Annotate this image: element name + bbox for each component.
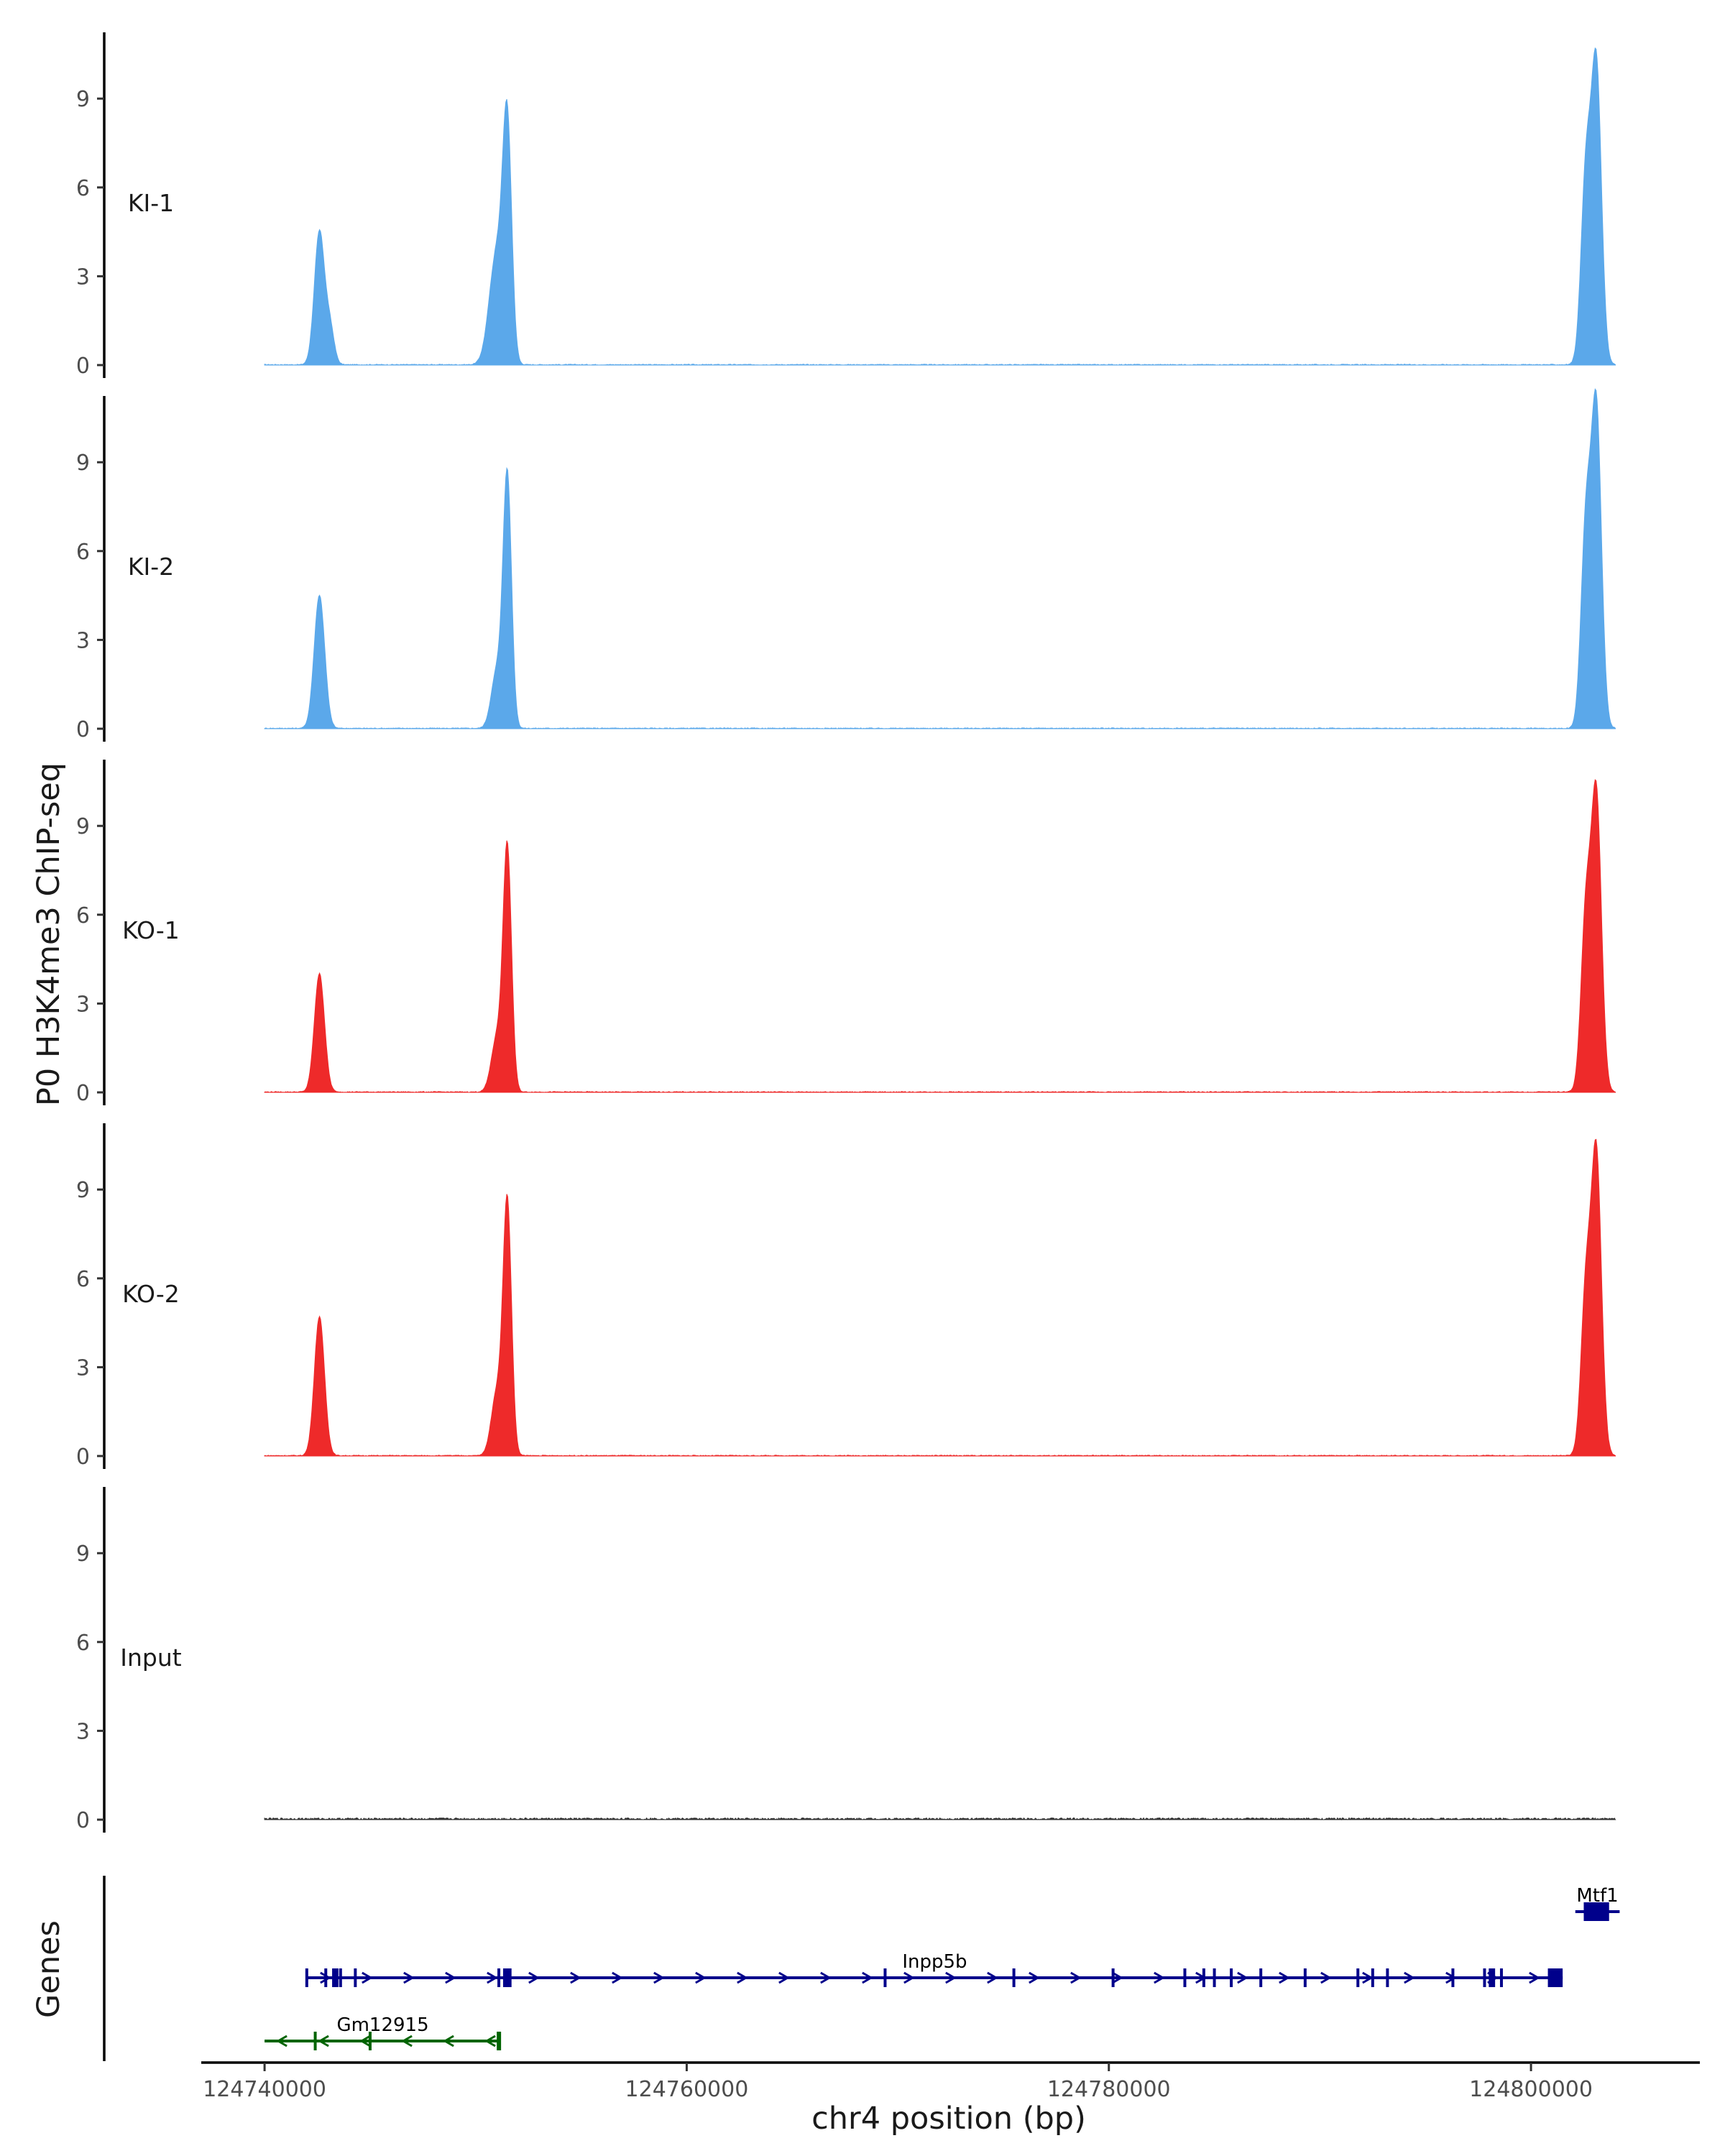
y-tick-label: 9	[76, 814, 90, 839]
strand-arrow	[612, 1971, 623, 1984]
strand-arrow	[737, 1971, 748, 1984]
track-ko-1: 0 3 6 9 KO-1	[76, 760, 1616, 1106]
signal-area	[264, 1817, 1616, 1820]
genes-axis-title: Genes	[31, 1920, 67, 2018]
gene-gm12915: Gm12915	[264, 2014, 502, 2050]
track-label: KI-2	[128, 553, 174, 581]
y-axis-title: P0 H3K4me3 ChIP-seq	[31, 763, 67, 1106]
y-tick-label: 0	[76, 354, 90, 379]
strand-arrow	[484, 2035, 496, 2047]
exon-block	[1583, 1902, 1609, 1921]
strand-arrow	[945, 1971, 957, 1984]
y-tick-label: 6	[76, 176, 90, 201]
gene-inpp5b: Inpp5b	[305, 1951, 1563, 1987]
y-tick-label: 6	[76, 1267, 90, 1292]
y-tick-label: 3	[76, 992, 90, 1017]
strand-arrow	[403, 1971, 415, 1984]
y-tick-label: 6	[76, 903, 90, 929]
y-tick-label: 3	[76, 1719, 90, 1744]
y-tick-label: 3	[76, 264, 90, 290]
signal-area	[264, 388, 1616, 729]
signal-area	[264, 47, 1616, 366]
track-label: Input	[120, 1644, 182, 1672]
strand-arrow	[318, 2035, 329, 2047]
track-ki-1: 0 3 6 9 KI-1	[76, 32, 1616, 379]
strand-arrow	[359, 2035, 371, 2047]
exon-block	[502, 1968, 512, 1987]
track-input: 0 3 6 9 Input	[76, 1487, 1616, 1833]
y-tick-label: 6	[76, 540, 90, 565]
gene-annotation-panel: Mtf1 Inpp5b Gm12915	[103, 1876, 1620, 2061]
strand-arrow	[1154, 1971, 1165, 1984]
signal-area	[264, 778, 1616, 1093]
x-tick-label: 124740000	[203, 2077, 326, 2102]
track-ki-2: 0 3 6 9 KI-2	[76, 388, 1616, 742]
strand-arrow	[820, 1971, 832, 1984]
track-label: KO-2	[122, 1280, 180, 1308]
gene-mtf1: Mtf1	[1575, 1885, 1620, 1921]
strand-arrow	[778, 1971, 790, 1984]
gene-label: Gm12915	[336, 2014, 428, 2036]
y-tick-label: 9	[76, 87, 90, 112]
strand-arrow	[653, 1971, 665, 1984]
x-axis-title: chr4 position (bp)	[811, 2101, 1086, 2137]
track-ko-2: 0 3 6 9 KO-2	[76, 1123, 1616, 1470]
strand-arrow	[1112, 1971, 1123, 1984]
strand-arrow	[1320, 1971, 1332, 1984]
strand-arrow	[1404, 1971, 1415, 1984]
strand-arrow	[528, 1971, 540, 1984]
strand-arrow	[401, 2035, 413, 2047]
strand-arrow	[903, 1971, 915, 1984]
y-tick-label: 0	[76, 1445, 90, 1470]
strand-arrow	[445, 1971, 456, 1984]
y-tick-label: 0	[76, 717, 90, 742]
strand-arrow	[987, 1971, 998, 1984]
strand-arrow	[862, 1971, 873, 1984]
gene-label: Inpp5b	[902, 1951, 967, 1973]
track-label: KI-1	[128, 189, 174, 217]
strand-arrow	[362, 1971, 373, 1984]
y-tick-label: 0	[76, 1808, 90, 1833]
y-tick-label: 3	[76, 1355, 90, 1381]
y-tick-label: 6	[76, 1631, 90, 1656]
strand-arrow	[487, 1971, 498, 1984]
x-axis: 124740000 124760000 124780000 124800000	[201, 2061, 1700, 2102]
strand-arrow	[1237, 1971, 1248, 1984]
strand-arrow	[1070, 1971, 1082, 1984]
signal-area	[264, 1138, 1616, 1457]
exon-block	[332, 1968, 339, 1987]
strand-arrow	[570, 1971, 581, 1984]
strand-arrow	[1279, 1971, 1290, 1984]
y-tick-label: 9	[76, 1178, 90, 1203]
y-tick-label: 9	[76, 1542, 90, 1567]
strand-arrow	[276, 2035, 288, 2047]
track-label: KO-1	[122, 916, 180, 944]
y-tick-label: 0	[76, 1081, 90, 1106]
strand-arrow	[443, 2035, 454, 2047]
strand-arrow	[1029, 1971, 1040, 1984]
exon-block	[1489, 1968, 1496, 1987]
x-tick-label: 124780000	[1047, 2077, 1171, 2102]
gene-label: Mtf1	[1576, 1885, 1618, 1907]
x-tick-label: 124760000	[625, 2077, 749, 2102]
strand-arrow	[320, 1971, 331, 1984]
exon-block	[497, 2032, 502, 2050]
exon-block	[1547, 1968, 1563, 1987]
signal-tracks: 0 3 6 9 KI-1 0 3 6 9 KI-2 0 3 6 9 KO-1 0 3 6 9 KO-2 0 3 6 9 Inpu…	[76, 32, 1616, 1833]
y-tick-label: 9	[76, 451, 90, 476]
strand-arrow	[695, 1971, 707, 1984]
strand-arrow	[1445, 1971, 1457, 1984]
x-tick-label: 124800000	[1469, 2077, 1593, 2102]
strand-arrow	[1529, 1971, 1540, 1984]
y-tick-label: 3	[76, 628, 90, 653]
